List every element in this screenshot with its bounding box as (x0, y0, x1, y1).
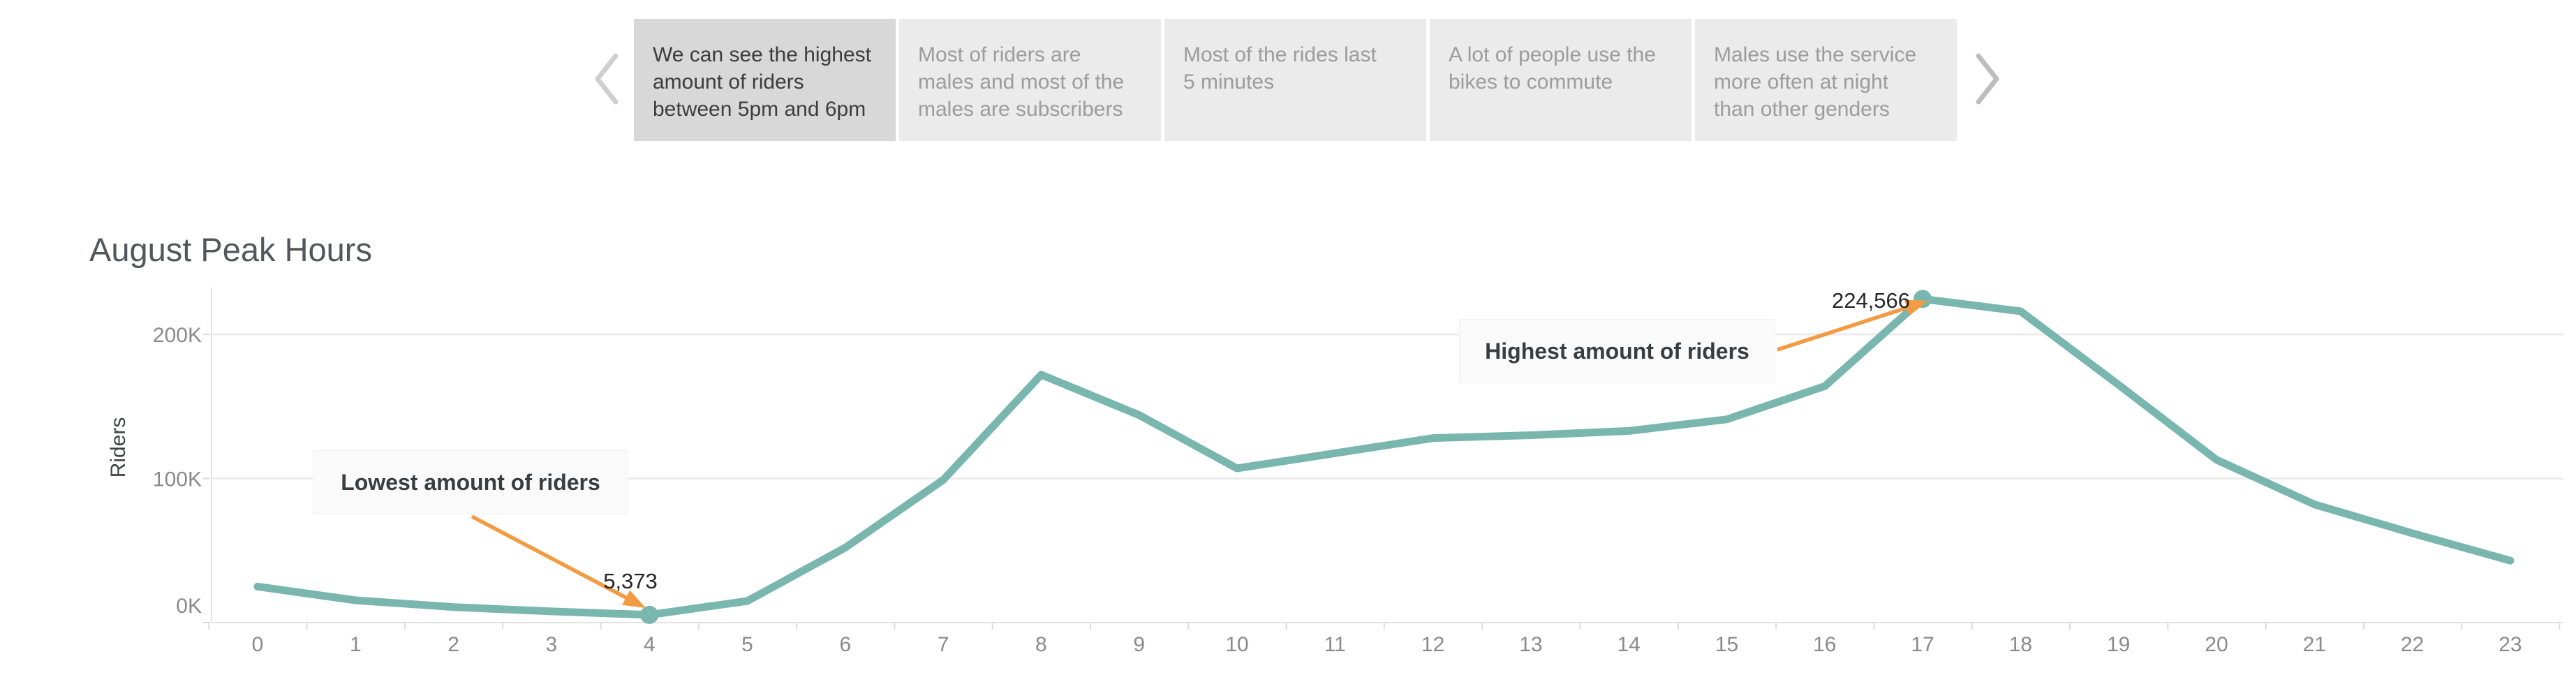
x-axis-tick-label: 13 (1519, 633, 1542, 656)
x-axis-tick-label: 8 (1035, 633, 1047, 656)
x-axis-tick-label: 12 (1421, 633, 1444, 656)
x-axis-tick-label: 7 (938, 633, 949, 656)
x-axis-tick-label: 1 (350, 633, 362, 656)
previous-story-point-button[interactable] (592, 52, 623, 110)
chart-title: August Peak Hours (89, 231, 372, 268)
x-axis-tick-label: 10 (1225, 633, 1248, 656)
x-axis-tick-label: 0 (252, 633, 264, 656)
x-axis-tick-label: 16 (1813, 633, 1836, 656)
chevron-right-icon (1976, 53, 1999, 105)
x-axis-tick-label: 14 (1618, 633, 1641, 656)
x-axis-tick-label: 22 (2401, 633, 2424, 656)
story-point-tab-3[interactable]: Most of the rides last 5 minutes (1164, 19, 1426, 141)
annotation-value-label: 5,373 (603, 569, 658, 593)
x-axis-tick-label: 9 (1133, 633, 1145, 656)
next-story-point-button[interactable] (1971, 52, 2002, 110)
chevron-left-icon (595, 53, 619, 105)
story-point-tab-2[interactable]: Most of riders are males and most of the… (899, 19, 1161, 141)
x-axis-tick-label: 19 (2107, 633, 2130, 656)
x-axis-tick-label: 11 (1324, 633, 1346, 656)
y-axis-tick-label: 100K (153, 468, 202, 491)
x-axis-tick-label: 17 (1911, 633, 1934, 656)
x-axis-tick-label: 15 (1715, 633, 1738, 656)
annotation-arrow (471, 514, 632, 602)
story-point-tab-5[interactable]: Males use the service more often at nigh… (1695, 19, 1957, 141)
y-axis-tick-label: 0K (176, 595, 202, 618)
x-axis-tick-label: 21 (2303, 633, 2326, 656)
x-axis-tick-label: 2 (447, 633, 459, 656)
annotation-value-label: 224,566 (1832, 288, 1910, 313)
annotation-arrow (1777, 304, 1914, 352)
annotation-arrowhead (622, 590, 646, 608)
story-point-tab-1[interactable]: We can see the highest amount of riders … (634, 19, 896, 141)
x-axis-tick-label: 20 (2205, 633, 2228, 656)
x-axis-tick-label: 23 (2499, 633, 2522, 656)
x-axis-tick-label: 5 (741, 633, 753, 656)
x-axis-tick-label: 6 (839, 633, 851, 656)
story-point-tab-4[interactable]: A lot of people use the bikes to commute (1430, 19, 1692, 141)
highest-riders-annotation: Highest amount of riders (1459, 319, 1775, 383)
x-axis-tick-label: 18 (2009, 633, 2032, 656)
annotation-arrowhead (1904, 299, 1928, 316)
riders-line[interactable] (253, 295, 2515, 619)
x-axis-tick-label: 4 (644, 633, 656, 656)
y-axis-tick-label: 200K (153, 324, 202, 347)
lowest-riders-annotation: Lowest amount of riders (313, 450, 628, 514)
x-axis-tick-label: 3 (546, 633, 558, 656)
annotation-point-marker[interactable] (640, 605, 659, 624)
